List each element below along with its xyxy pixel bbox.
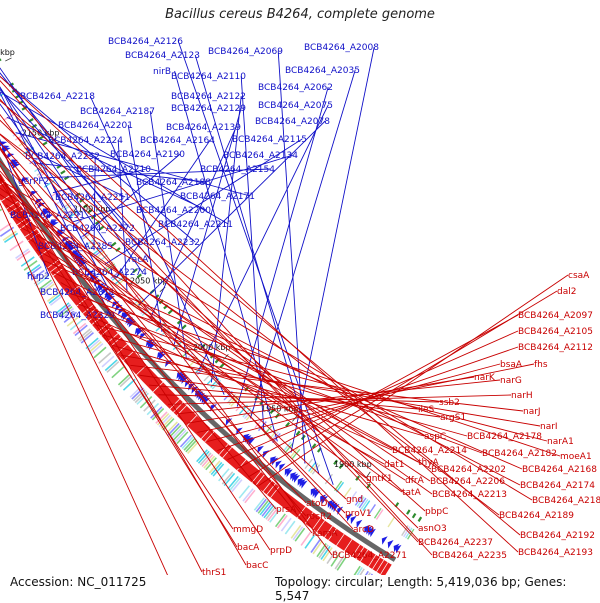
gene-label: fhs: [534, 360, 548, 370]
tick-label: 2200 kbp: [0, 48, 15, 57]
feature-tick: [388, 517, 394, 527]
gene-label: asnO3: [418, 524, 447, 534]
gene-label: prpD: [270, 546, 292, 556]
forward-cds: [279, 463, 285, 471]
gene-label: narG: [500, 376, 522, 386]
feature-tick: [0, 209, 2, 218]
gene-label: BCB4264_A2062: [258, 83, 333, 93]
gene-connector: [238, 315, 518, 468]
gene-label: proV1: [345, 509, 372, 519]
gene-label: atoD: [306, 499, 328, 509]
gene-label: BCB4264_A2139: [166, 123, 241, 133]
gene-label: BCB4264_A2078: [255, 117, 330, 127]
gene-label: BCB4264_A2183: [532, 496, 600, 506]
tick-mark: [5, 58, 11, 61]
gc-mark: [413, 514, 416, 518]
footer: Accession: NC_011725 Topology: circular;…: [0, 575, 600, 595]
gene-label: BCB4264_A2192: [520, 531, 595, 541]
gene-label: BCB4264_A2115: [232, 135, 307, 145]
gene-label: BCB4264_A2134: [223, 151, 298, 161]
gene-label: BCB4264_A2237: [418, 538, 493, 548]
gene-label: BCB4264_A2110: [171, 72, 246, 82]
forward-cds: [388, 540, 394, 548]
accession-label: Accession: NC_011725: [10, 575, 146, 589]
gene-label: BCB4264_A2105: [518, 327, 593, 337]
gene-label: narA1: [547, 437, 574, 447]
gene-label: BCB4264_A2193: [518, 548, 593, 558]
gene-label: nirB: [153, 67, 171, 77]
gene-label: pbpC: [425, 507, 448, 517]
gene-connector: [13, 216, 366, 478]
gc-mark: [168, 310, 172, 313]
gene-label: thrS1: [202, 568, 226, 575]
genome-stats: Topology: circular; Length: 5,419,036 bp…: [275, 575, 600, 603]
gene-label: BCB4264_A2164: [140, 136, 215, 146]
gene-label: BCB4264_A2069: [208, 47, 283, 57]
gc-mark: [182, 325, 186, 328]
gene-label: BCB4264_A2213: [432, 490, 507, 500]
gene-label: BCB4264_A2008: [304, 43, 379, 53]
gc-mark: [220, 364, 223, 368]
gene-label: BCB4264_A2189: [499, 511, 574, 521]
gene-label: moeA1: [560, 452, 592, 462]
gene-label: BCB4264_A2211: [158, 220, 233, 230]
gene-label: BCB4264_A2126: [108, 37, 183, 47]
gene-label: BCB4264_A2174: [520, 481, 595, 491]
gene-label: gnd: [346, 495, 363, 505]
gene-label: BCB4264_A2123: [125, 51, 200, 61]
gene-label: BCB4264_A2075: [258, 101, 333, 111]
gene-connector: [53, 272, 418, 462]
gene-label: BCB4264_A2182: [482, 449, 557, 459]
gene-label: dal2: [557, 287, 576, 297]
gene-label: BCB4264_A2285: [38, 242, 113, 252]
gc-mark: [0, 59, 1, 61]
gene-label: BCB4264_A2168: [522, 465, 597, 475]
gene-label: bacA: [237, 543, 260, 553]
gene-label: BCB4264_A2035: [285, 66, 360, 76]
gc-mark: [407, 510, 410, 514]
gene-label: BCB4264_A2218: [20, 92, 95, 102]
gc-mark: [61, 171, 65, 174]
gene-label: bacC: [246, 561, 268, 571]
gene-label: BCB4264_A2201: [58, 121, 133, 131]
gene-label: BCB4264_A2190: [110, 150, 185, 160]
forward-cds: [382, 536, 388, 544]
gene-label: BCB4264_A2271: [332, 551, 407, 561]
gene-label: csaA: [568, 271, 590, 281]
gene-label: BCB4264_A2154: [200, 165, 275, 175]
gene-label: rocR2: [306, 512, 332, 522]
gene-label: BCB4264_A2187: [80, 107, 155, 117]
gene-label: BCB4264_A2129: [171, 104, 246, 114]
gene-label: hup2: [27, 272, 50, 282]
gene-label: arcD: [353, 525, 374, 535]
gene-label: BCB4264_A2171: [180, 192, 255, 202]
gene-label: BCB4264_A2122: [171, 92, 246, 102]
gene-label: BCB4264_A2112: [518, 343, 593, 353]
gene-label: BCB4264_A2235: [432, 551, 507, 561]
gene-label: BCB4264_A2329: [40, 311, 115, 321]
gene-label: BCB4264_A2097: [518, 311, 593, 321]
gc-mark: [43, 142, 47, 145]
gene-label: narH: [511, 391, 533, 401]
gc-mark: [419, 517, 422, 521]
gene-label: narJ: [523, 407, 541, 417]
gene-label: narI: [540, 422, 558, 432]
